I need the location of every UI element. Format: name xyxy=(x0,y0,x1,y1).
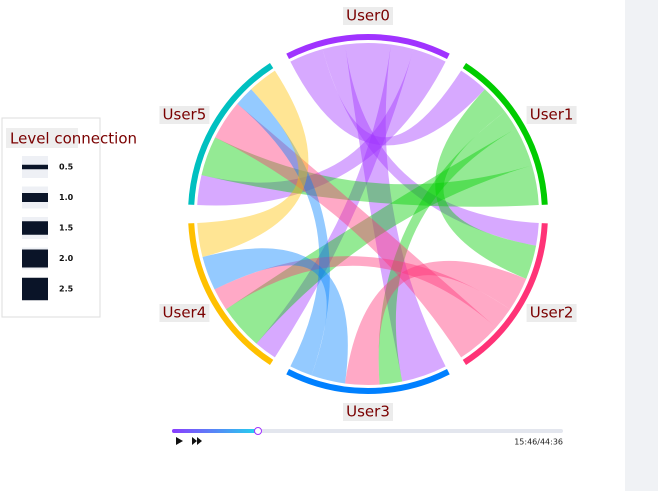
ribbon xyxy=(214,256,511,328)
legend-swatch xyxy=(22,249,48,268)
fast-forward-button[interactable] xyxy=(192,437,202,445)
node-label-bg xyxy=(159,304,210,322)
ribbon xyxy=(225,128,532,344)
node-label-bg xyxy=(343,403,393,421)
node-label-bg xyxy=(343,7,393,25)
node-arc xyxy=(286,34,450,59)
node-label: User4 xyxy=(163,304,207,322)
ribbon xyxy=(197,70,309,258)
node-label: User0 xyxy=(346,7,390,25)
node-label: User1 xyxy=(530,106,574,124)
progress-knob[interactable] xyxy=(254,427,262,435)
ribbon xyxy=(197,49,446,206)
legend-label: 2.0 xyxy=(59,254,74,263)
node-arc xyxy=(462,223,548,365)
progress-fill xyxy=(172,429,258,433)
legend-label: 0.5 xyxy=(59,163,74,172)
legend-swatch xyxy=(22,164,48,170)
time-label: 15:46/44:36 xyxy=(514,438,563,447)
legend-label: 2.5 xyxy=(59,285,74,294)
node-arc xyxy=(286,369,450,394)
legend-swatch xyxy=(22,277,48,301)
legend-title-bg xyxy=(6,128,78,148)
legend-swatch xyxy=(22,193,48,202)
ribbon xyxy=(290,49,485,146)
play-button[interactable] xyxy=(176,437,183,445)
ribbon xyxy=(202,248,348,384)
ribbon xyxy=(215,103,496,358)
node-label: User2 xyxy=(530,304,574,322)
ribbon xyxy=(237,89,330,376)
node-label-bg xyxy=(159,106,210,124)
node-arc xyxy=(462,63,548,205)
ribbon xyxy=(256,44,414,358)
side-strip xyxy=(625,0,658,491)
ribbon xyxy=(345,260,527,385)
progress-track xyxy=(172,429,563,433)
node-label-bg xyxy=(526,304,577,322)
ribbon xyxy=(345,42,446,382)
legend-swatch xyxy=(22,221,48,235)
ribbon xyxy=(435,89,537,279)
ribbon xyxy=(322,44,539,246)
node-label-bg xyxy=(526,106,577,124)
ribbon xyxy=(378,111,517,385)
legend-title: Level connection xyxy=(10,130,137,148)
legend-box xyxy=(1,117,101,318)
legend-label: 1.0 xyxy=(59,193,74,202)
node-label: User3 xyxy=(346,403,390,421)
chord-area: User0 User1 User2 User3 User4 User5 xyxy=(159,7,577,421)
node-label: User5 xyxy=(163,106,207,124)
node-arc xyxy=(188,223,274,365)
ribbon xyxy=(201,137,539,207)
node-arc xyxy=(188,63,274,205)
legend-label: 1.5 xyxy=(59,224,74,233)
